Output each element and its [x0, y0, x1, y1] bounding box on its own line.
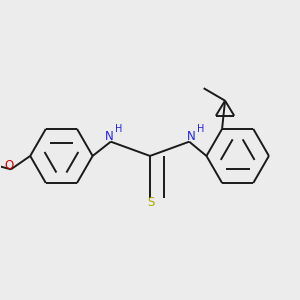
Text: N: N	[105, 130, 113, 143]
Text: S: S	[148, 196, 155, 209]
Text: O: O	[4, 159, 14, 172]
Text: H: H	[196, 124, 204, 134]
Text: N: N	[187, 130, 195, 143]
Text: H: H	[115, 124, 122, 134]
